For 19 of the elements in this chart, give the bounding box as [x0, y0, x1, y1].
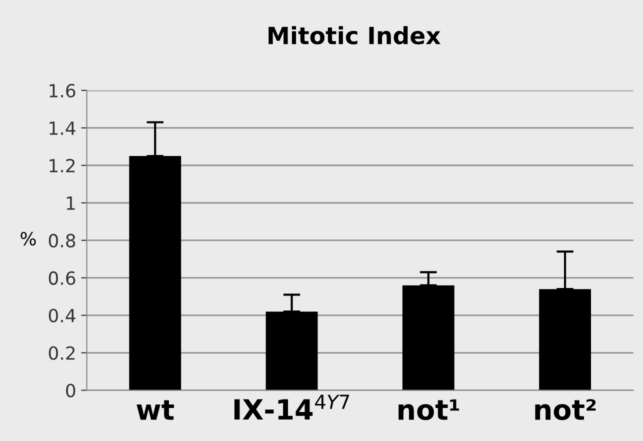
bar [129, 156, 182, 390]
y-tick-label: 1.2 [50, 158, 75, 172]
bar [539, 289, 591, 390]
y-tick-label: 1.6 [50, 84, 76, 98]
y-tick-label: 0.4 [48, 308, 76, 322]
x-tick-label: not² [535, 399, 596, 420]
y-tick-label: 0.6 [48, 271, 76, 285]
y-axis-title: % [20, 232, 36, 246]
y-tick-label: 0 [66, 384, 76, 398]
x-tick-label: wt [136, 400, 174, 420]
y-tick-label: 1 [66, 196, 75, 210]
y-tick-label: 0.8 [48, 234, 76, 248]
bar [402, 285, 454, 390]
chart-title: Mitotic Index [268, 26, 441, 44]
x-tick-label: not¹ [398, 399, 459, 420]
x-tick-label: IX-14$^{4Y7}$ [234, 394, 350, 420]
y-tick-label: 1.4 [50, 122, 76, 135]
bar [266, 312, 318, 390]
y-tick-label: 0.2 [48, 346, 75, 360]
